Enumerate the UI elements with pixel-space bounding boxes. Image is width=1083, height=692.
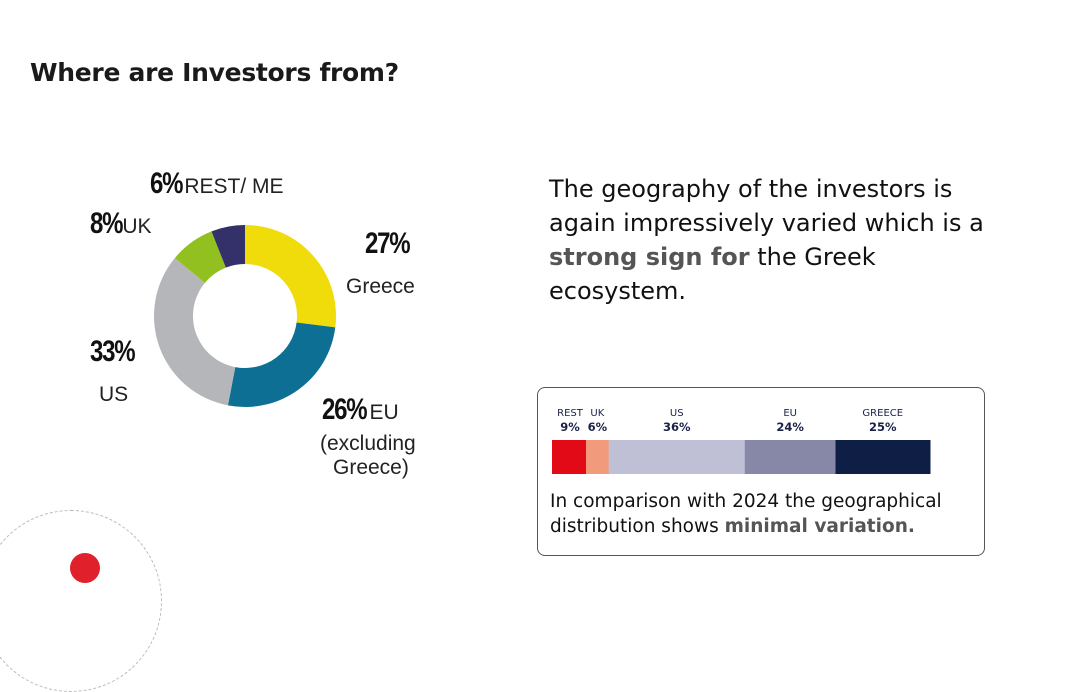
donut-slice-eu-excluding-greece-: [227, 322, 336, 408]
bar-segment-uk: [586, 440, 610, 474]
donut-slice-us: [154, 257, 236, 406]
description: The geography of the investors is again …: [549, 175, 984, 305]
name-uk: UK: [122, 215, 152, 238]
donut-slice-rest-me: [211, 225, 245, 268]
bar-segment-eu: [744, 440, 836, 474]
bar-category-us: US: [670, 408, 684, 419]
name-rest: REST/ ME: [184, 175, 284, 198]
pct-greece: 27%: [365, 227, 411, 260]
bar-segment-us: [608, 440, 746, 474]
label-greece-pct: 27%: [365, 227, 421, 260]
bar-category-eu: EU: [783, 408, 797, 419]
bar-category-rest: REST: [557, 408, 584, 419]
name-eu-3: Greece): [333, 456, 409, 479]
page-title: Where are Investors from?: [30, 58, 399, 87]
bar-value-uk: 6%: [588, 420, 608, 434]
pct-uk: 8%: [90, 207, 123, 240]
bar-value-greece: 25%: [869, 420, 897, 434]
decorative-red-dot: [70, 553, 100, 583]
pct-eu: 26%: [322, 393, 368, 426]
pct-rest: 6%: [150, 167, 183, 200]
bar-value-us: 36%: [663, 420, 691, 434]
bar-value-rest: 9%: [560, 420, 580, 434]
bar-category-uk: UK: [590, 408, 604, 419]
donut-slice-greece: [245, 225, 336, 328]
label-eu: 26% EU: [322, 393, 399, 426]
name-eu-2: (excluding: [320, 432, 416, 455]
bar-segment-rest: [552, 440, 587, 474]
bar-segment-greece: [835, 440, 931, 474]
name-us: US: [99, 383, 129, 406]
comparison-box: REST 9% UK 6% US 36% EU 24% GREECE 25% In compari…: [537, 387, 985, 556]
label-rest: 6%REST/ ME: [150, 167, 284, 200]
pct-us: 33%: [90, 335, 136, 368]
comparison-caption: In comparison with 2024 the geographical…: [550, 491, 942, 537]
bar-value-eu: 24%: [776, 420, 804, 434]
label-us-pct: 33%: [90, 335, 146, 368]
name-greece: Greece: [346, 275, 415, 298]
name-eu: EU: [369, 401, 399, 424]
bar-category-greece: GREECE: [862, 408, 903, 419]
donut-slice-uk: [174, 231, 226, 283]
donut-chart: [154, 225, 336, 408]
label-uk: 8%UK: [90, 207, 152, 240]
